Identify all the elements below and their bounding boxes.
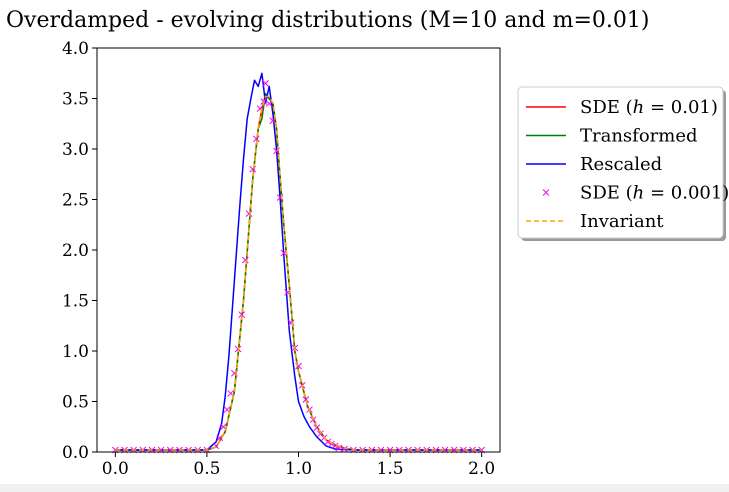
data-point-x-marker (249, 165, 257, 173)
legend-label: Invariant (580, 211, 664, 232)
legend-label: SDE (h = 0.001) (580, 183, 729, 204)
series-4-line (115, 95, 482, 451)
x-tick-label: 1.0 (285, 459, 312, 479)
x-tick-label: 2.0 (468, 459, 495, 479)
plot-series (111, 72, 486, 454)
x-tick-label: 0.0 (102, 459, 129, 479)
data-point-x-marker (262, 79, 269, 87)
x-tick-label: 0.5 (193, 459, 220, 479)
chart-title: Overdamped - evolving distributions (M=1… (6, 8, 650, 33)
data-point-x-marker (216, 434, 224, 442)
legend-box (517, 86, 724, 239)
y-tick-label: 0.5 (62, 393, 89, 413)
y-axis: 0.0 0.5 1.0 1.5 2.0 2.5 3.0 3.5 4.0 (62, 39, 97, 463)
y-tick-label: 1.5 (62, 292, 89, 312)
y-tick-label: 2.0 (62, 241, 89, 261)
legend-label: Rescaled (580, 154, 662, 175)
data-point-x-marker (242, 256, 249, 264)
y-tick-label: 0.0 (62, 443, 89, 463)
legend-marker-x (542, 189, 550, 196)
data-point-x-marker (340, 445, 348, 453)
plot-frame (96, 47, 501, 453)
y-tick-label: 3.5 (62, 90, 89, 110)
data-point-x-marker (238, 311, 246, 318)
x-axis: 0.0 0.5 1.0 1.5 2.0 (102, 452, 495, 479)
data-point-x-marker (245, 210, 253, 217)
data-point-x-marker (253, 135, 260, 143)
series-2-line (115, 72, 482, 451)
y-tick-label: 3.0 (62, 140, 89, 160)
y-tick-label: 4.0 (62, 39, 89, 59)
legend-label: Transformed (580, 126, 698, 147)
x-tick-label: 1.5 (377, 459, 404, 479)
y-tick-label: 2.5 (62, 191, 89, 211)
legend-label: SDE (h = 0.01) (580, 97, 718, 118)
legend: SDE (h = 0.01) Transformed Rescaled SDE (h … (517, 86, 729, 241)
data-point-x-marker (302, 396, 310, 403)
y-tick-label: 1.0 (62, 342, 89, 362)
